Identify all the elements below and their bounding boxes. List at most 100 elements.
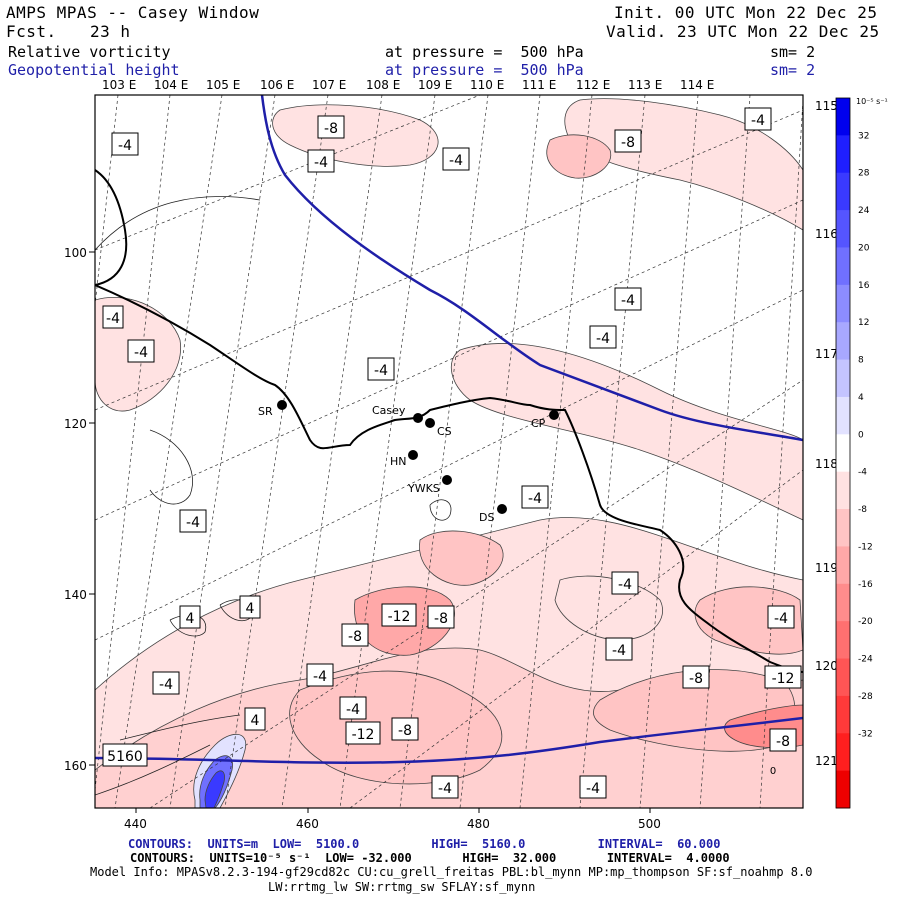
- svg-text:-8: -8: [398, 723, 412, 739]
- station-ywks: YWKS: [407, 475, 452, 495]
- x-axis-ticks: [135, 808, 651, 813]
- svg-text:-8: -8: [348, 629, 362, 645]
- contour-label: -4: [127, 339, 155, 363]
- contour-label: -4: [744, 107, 772, 131]
- field1-name: Relative vorticity: [8, 43, 171, 61]
- svg-text:5160: 5160: [107, 749, 143, 765]
- height-contour-info: CONTOURS: UNITS=m LOW= 5100.0 HIGH= 5160…: [128, 837, 721, 851]
- colorbar-unit: 10⁻⁵ s⁻¹: [856, 97, 888, 106]
- contour-label: -8: [391, 717, 419, 741]
- svg-text:-4: -4: [618, 577, 632, 593]
- svg-text:-4: -4: [374, 363, 388, 379]
- svg-text:112 E: 112 E: [576, 78, 610, 92]
- svg-text:113 E: 113 E: [628, 78, 662, 92]
- colorbar-level-label: 8: [858, 356, 864, 366]
- svg-text:-4: -4: [159, 677, 173, 693]
- svg-text:-4: -4: [106, 311, 120, 327]
- colorbar-swatch: [836, 546, 850, 585]
- station-markers: SR Casey CS HN YWKS DS CP: [258, 400, 559, 524]
- map-frame: [94, 94, 804, 809]
- valid-time: Valid. 23 UTC Mon 22 Dec 25: [606, 22, 880, 41]
- contour-label: -8: [614, 129, 642, 153]
- field2-name: Geopotential height: [8, 61, 180, 79]
- colorbar-swatch: [836, 471, 850, 510]
- colorbar-level-label: 20: [858, 243, 870, 253]
- svg-text:105 E: 105 E: [206, 78, 240, 92]
- colorbar-level-label: -4: [858, 468, 867, 478]
- contour-label: -8: [341, 623, 369, 647]
- svg-text:-12: -12: [388, 609, 411, 625]
- station-cs: CS: [425, 418, 452, 438]
- colorbar-level-label: -8: [858, 505, 867, 515]
- top-longitude-labels: 103 E 104 E 105 E 106 E 107 E 108 E 109 …: [102, 78, 714, 92]
- svg-text:-4: -4: [596, 331, 610, 347]
- contour-label: -4: [367, 357, 395, 381]
- svg-text:104 E: 104 E: [154, 78, 188, 92]
- y-axis-ticks: [89, 251, 95, 766]
- svg-text:Casey: Casey: [372, 404, 406, 417]
- colorbar-level-label: 12: [858, 318, 869, 328]
- svg-text:-4: -4: [134, 345, 148, 361]
- svg-text:-4: -4: [612, 643, 626, 659]
- svg-text:-4: -4: [438, 781, 452, 797]
- svg-text:-4: -4: [621, 293, 635, 309]
- colorbar-swatch: [836, 583, 850, 622]
- svg-text:YWKS: YWKS: [407, 482, 440, 495]
- svg-text:110 E: 110 E: [470, 78, 504, 92]
- svg-text:-4: -4: [586, 781, 600, 797]
- svg-text:-8: -8: [621, 135, 635, 151]
- colorbar-level-label: -16: [858, 580, 873, 590]
- colorbar-swatch: [836, 210, 850, 248]
- svg-text:SR: SR: [258, 405, 273, 418]
- contour-label: -4: [179, 509, 207, 533]
- contour-label: -8: [682, 665, 710, 689]
- svg-text:440: 440: [124, 817, 147, 831]
- station-ds: DS: [479, 504, 507, 524]
- svg-text:-4: -4: [774, 611, 788, 627]
- colorbar-swatch: [836, 396, 850, 435]
- colorbar-swatch: [836, 247, 850, 286]
- contour-label: 0: [770, 766, 776, 777]
- colorbar-level-label: -24: [858, 655, 873, 665]
- colorbar-swatch: [836, 135, 850, 174]
- contour-label: -12: [764, 665, 802, 689]
- init-time: Init. 00 UTC Mon 22 Dec 25: [614, 3, 878, 22]
- contour-label: -4: [306, 663, 334, 687]
- svg-text:-4: -4: [314, 155, 328, 171]
- svg-text:-4: -4: [118, 138, 132, 154]
- colorbar-swatch: [836, 98, 850, 136]
- colorbar-swatch: [836, 733, 850, 772]
- contour-label: -4: [431, 775, 459, 799]
- svg-text:-8: -8: [434, 611, 448, 627]
- contour-label: -4: [611, 571, 639, 595]
- colorbar-level-label: 28: [858, 169, 870, 179]
- svg-text:106 E: 106 E: [260, 78, 294, 92]
- station-cp: CP: [531, 410, 559, 430]
- contour-label: -4: [307, 149, 335, 173]
- contour-label: -12: [381, 603, 417, 627]
- model-info-radiation: LW:rrtmg_lw SW:rrtmg_sw SFLAY:sf_mynn: [268, 880, 536, 894]
- svg-text:-12: -12: [772, 671, 795, 687]
- svg-text:HN: HN: [390, 455, 407, 468]
- colorbar-level-label: 16: [858, 281, 870, 291]
- contour-label: -4: [152, 671, 180, 695]
- map-title: AMPS MPAS -- Casey Window: [6, 3, 260, 22]
- svg-text:107 E: 107 E: [312, 78, 346, 92]
- height-contour-lower: [95, 716, 803, 764]
- svg-text:-4: -4: [751, 113, 765, 129]
- contour-label: -4: [442, 147, 470, 171]
- svg-text:-4: -4: [449, 153, 463, 169]
- colorbar-level-label: -32: [858, 729, 873, 739]
- contour-label: -4: [589, 325, 617, 349]
- colorbar-swatch: [836, 284, 850, 323]
- contour-label: -8: [769, 728, 797, 752]
- field1-smoothing: sm= 2: [770, 43, 816, 61]
- contour-label: -4: [614, 287, 642, 311]
- station-hn: HN: [390, 450, 418, 468]
- colorbar-level-label: -28: [858, 692, 873, 702]
- contour-label: 4: [239, 595, 261, 619]
- contour-label: 4: [179, 605, 201, 629]
- contour-label: -4: [339, 696, 367, 720]
- colorbar-swatch: [836, 509, 850, 547]
- colorbar-level-label: 24: [858, 206, 870, 216]
